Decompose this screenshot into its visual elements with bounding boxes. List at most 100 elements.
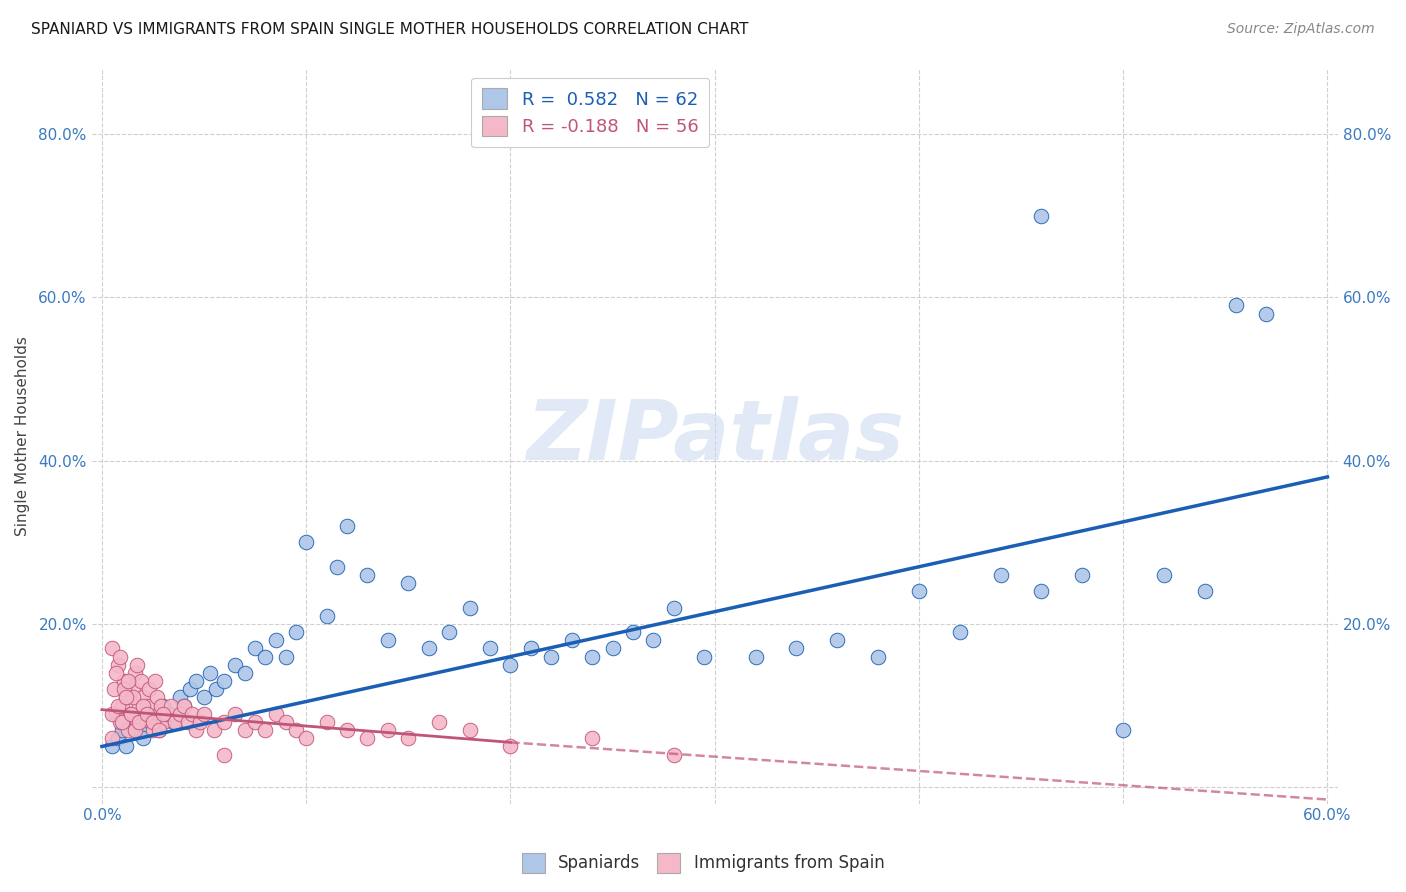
Point [1194,584,1216,599]
Point [284,723,307,738]
Point [254,723,277,738]
Point [662,600,685,615]
Point [315,714,337,729]
Point [274,649,297,664]
Point [214,674,236,689]
Point [115,690,138,705]
Point [110,649,132,664]
Text: Source: ZipAtlas.com: Source: ZipAtlas.com [1227,22,1375,37]
Point [107,657,129,672]
Point [180,706,202,721]
Point [165,714,187,729]
Point [274,714,297,729]
Point [326,559,349,574]
Point [135,706,157,721]
Point [101,739,124,754]
Point [148,723,170,738]
Point [662,747,685,762]
Point [396,576,419,591]
Point [458,723,481,738]
Point [105,665,128,680]
Point [1031,209,1053,223]
Legend: Spaniards, Immigrants from Spain: Spaniards, Immigrants from Spain [515,847,891,880]
Point [101,731,124,746]
Point [101,641,124,656]
Point [121,682,143,697]
Point [214,714,236,729]
Point [115,690,138,705]
Point [243,641,266,656]
Point [949,625,972,640]
Point [103,682,125,697]
Point [121,714,143,729]
Point [1112,723,1135,738]
Point [128,723,150,738]
Point [142,723,165,738]
Point [111,723,134,738]
Point [437,625,460,640]
Point [124,723,146,738]
Point [146,690,169,705]
Point [520,641,543,656]
Point [142,714,165,729]
Point [356,568,378,582]
Point [112,674,135,689]
Point [643,633,665,648]
Point [169,690,191,705]
Point [990,568,1012,582]
Point [184,674,207,689]
Point [129,674,152,689]
Point [744,649,766,664]
Point [499,657,522,672]
Text: ZIPatlas: ZIPatlas [526,395,904,476]
Point [169,706,191,721]
Point [152,714,174,729]
Y-axis label: Single Mother Households: Single Mother Households [15,336,30,536]
Point [111,698,134,713]
Point [150,698,173,713]
Point [1153,568,1175,582]
Point [110,714,132,729]
Point [121,690,143,705]
Point [193,706,215,721]
Point [128,714,150,729]
Point [499,739,522,754]
Point [581,731,603,746]
Point [785,641,807,656]
Point [152,698,174,713]
Point [295,535,318,549]
Point [173,698,195,713]
Text: SPANIARD VS IMMIGRANTS FROM SPAIN SINGLE MOTHER HOUSEHOLDS CORRELATION CHART: SPANIARD VS IMMIGRANTS FROM SPAIN SINGLE… [31,22,748,37]
Point [120,706,142,721]
Point [111,714,134,729]
Point [336,723,359,738]
Point [162,714,184,729]
Point [125,657,148,672]
Point [1071,568,1094,582]
Point [356,731,378,746]
Point [179,682,201,697]
Legend: R =  0.582   N = 62, R = -0.188   N = 56: R = 0.582 N = 62, R = -0.188 N = 56 [471,78,709,147]
Point [160,698,183,713]
Point [868,649,890,664]
Point [224,657,246,672]
Point [152,706,174,721]
Point [135,698,157,713]
Point [132,698,155,713]
Point [233,665,256,680]
Point [156,706,179,721]
Point [184,723,207,738]
Point [188,714,211,729]
Point [117,723,139,738]
Point [138,682,160,697]
Point [908,584,931,599]
Point [173,698,195,713]
Point [396,731,419,746]
Point [561,633,583,648]
Point [315,608,337,623]
Point [224,706,246,721]
Point [458,600,481,615]
Point [132,731,155,746]
Point [233,723,256,738]
Point [581,649,603,664]
